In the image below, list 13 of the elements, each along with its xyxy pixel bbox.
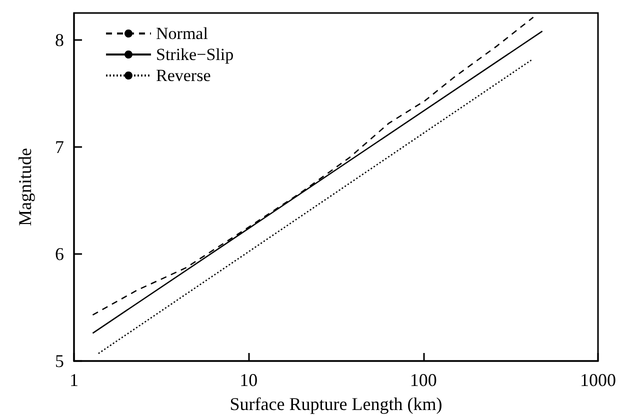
y-tick-label: 6 (55, 244, 64, 264)
y-tick-label: 7 (55, 136, 64, 157)
y-tick-label: 5 (55, 351, 64, 371)
legend-label: Strike−Slip (156, 45, 234, 64)
legend-label: Normal (156, 24, 208, 43)
legend-label: Reverse (156, 66, 211, 85)
y-axis-title: Magnitude (15, 148, 35, 226)
x-tick-label: 10 (240, 370, 258, 390)
x-tick-label: 1000 (580, 370, 616, 390)
x-tick-label: 100 (410, 370, 437, 390)
y-tick-label: 8 (55, 30, 64, 50)
x-axis-title: Surface Rupture Length (km) (230, 394, 442, 414)
x-tick-label: 1 (70, 370, 78, 390)
